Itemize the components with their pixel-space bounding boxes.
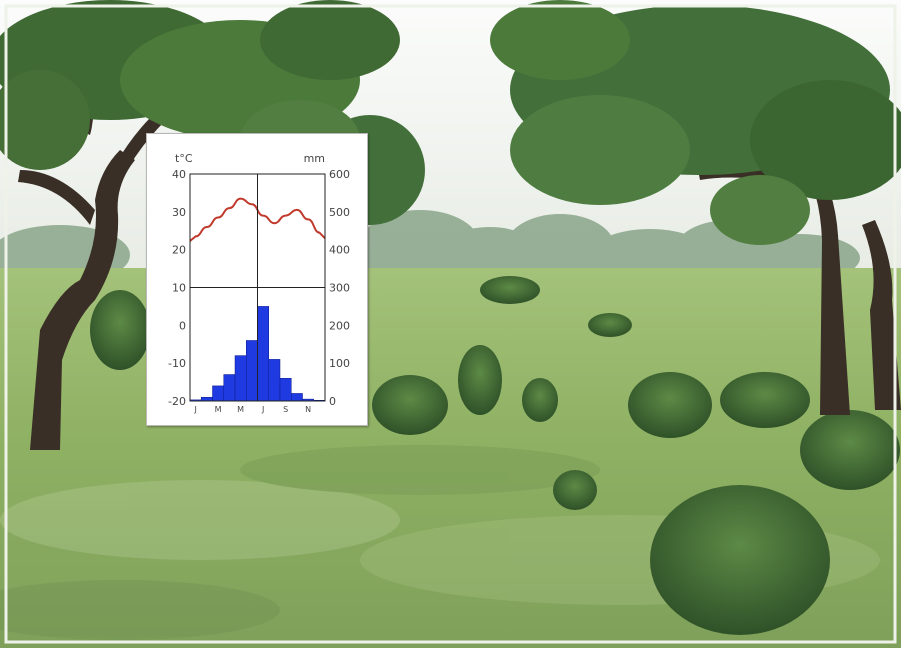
precipitation-bar [223, 374, 236, 402]
precipitation-bar [234, 355, 247, 402]
right-tick-label: 100 [329, 357, 350, 370]
month-tick-label: N [305, 405, 311, 414]
left-tick-labels: 40 30 20 10 0 -10 -20 [168, 168, 186, 408]
month-tick-label: M [237, 405, 244, 414]
left-tick-label: 30 [172, 206, 186, 219]
precipitation-bar [212, 385, 224, 402]
left-axis-label: t°C [175, 152, 193, 165]
precipitation-bar [279, 378, 292, 402]
left-tick-label: 20 [172, 244, 186, 257]
month-tick-label: J [261, 405, 264, 414]
precipitation-bar [257, 306, 269, 402]
precipitation-bar [246, 340, 258, 402]
right-tick-label: 0 [329, 395, 336, 408]
right-tick-labels: 600 500 400 300 200 100 0 [329, 168, 350, 408]
right-tick-label: 600 [329, 168, 350, 181]
precipitation-bar [291, 393, 303, 402]
month-tick-label: J [193, 405, 196, 414]
photo-frame [4, 4, 897, 644]
left-tick-label: 10 [172, 282, 186, 295]
left-tick-label: -20 [168, 395, 186, 408]
left-tick-label: 40 [172, 168, 186, 181]
right-tick-label: 400 [329, 244, 350, 257]
left-tick-label: 0 [179, 319, 186, 332]
climate-diagram-card: t°C mm 40 30 20 10 0 -10 -20 600 500 400 300 200 10… [146, 133, 368, 426]
right-tick-label: 500 [329, 206, 350, 219]
precipitation-bar [201, 396, 213, 402]
month-tick-label: M [215, 405, 222, 414]
left-tick-label: -10 [168, 357, 186, 370]
tree-right [490, 0, 901, 415]
tree-left [0, 0, 425, 450]
shrubs [90, 276, 900, 635]
right-axis-label: mm [304, 152, 325, 165]
right-tick-label: 300 [329, 282, 350, 295]
right-tick-label: 200 [329, 319, 350, 332]
precipitation-bars [189, 306, 326, 402]
precipitation-bar [268, 359, 281, 402]
month-tick-label: S [283, 405, 288, 414]
